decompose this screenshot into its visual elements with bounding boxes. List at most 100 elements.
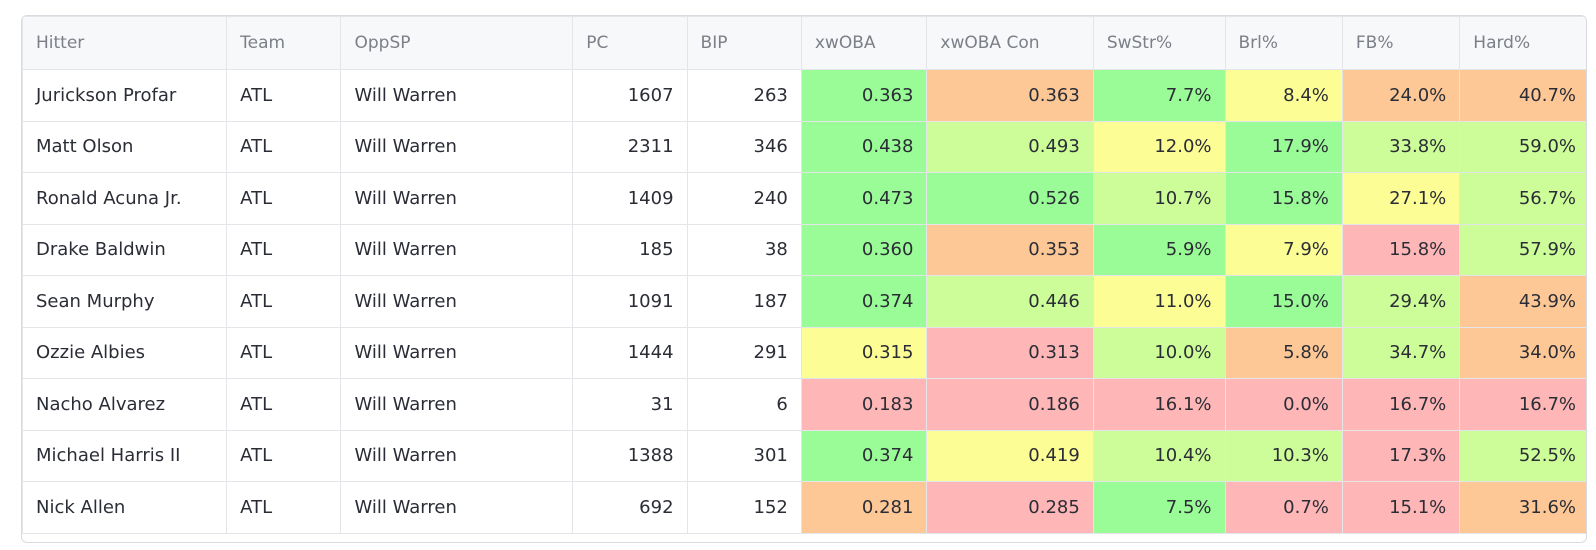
cell-xwoba: 0.374 (800, 275, 928, 328)
cell-oppsp: Will Warren (340, 481, 574, 534)
cell-hard: 16.7% (1459, 378, 1586, 431)
cell-pc: 2311 (572, 120, 688, 173)
cell-brl: 10.3% (1224, 429, 1343, 482)
cell-swstr: 12.0% (1092, 120, 1226, 173)
cell-team: ATL (226, 275, 342, 328)
cell-team: ATL (226, 378, 342, 431)
table-row: Ronald Acuna Jr. ATL Will Warren 1409 24… (22, 172, 1586, 225)
col-header-bip[interactable]: BIP (686, 16, 802, 70)
cell-hitter: Drake Baldwin (22, 223, 228, 276)
cell-fb: 24.0% (1341, 69, 1461, 122)
cell-hitter: Nick Allen (22, 481, 228, 534)
cell-oppsp: Will Warren (340, 429, 574, 482)
cell-xwoba-con: 0.419 (926, 429, 1094, 482)
table-row: Matt Olson ATL Will Warren 2311 346 0.43… (22, 120, 1586, 173)
col-header-swstr[interactable]: SwStr% (1092, 16, 1226, 70)
cell-hitter: Jurickson Profar (22, 69, 228, 122)
col-header-fb[interactable]: FB% (1341, 16, 1461, 70)
table-row: Nacho Alvarez ATL Will Warren 31 6 0.183… (22, 378, 1586, 431)
cell-bip: 38 (686, 223, 802, 276)
cell-xwoba-con: 0.285 (926, 481, 1094, 534)
cell-brl: 15.8% (1224, 172, 1343, 225)
cell-team: ATL (226, 326, 342, 379)
cell-pc: 692 (572, 481, 688, 534)
cell-xwoba: 0.374 (800, 429, 928, 482)
cell-xwoba: 0.315 (800, 326, 928, 379)
cell-xwoba: 0.281 (800, 481, 928, 534)
cell-bip: 6 (686, 378, 802, 431)
cell-xwoba-con: 0.363 (926, 69, 1094, 122)
table-row: Drake Baldwin ATL Will Warren 185 38 0.3… (22, 223, 1586, 276)
col-header-oppsp[interactable]: OppSP (340, 16, 574, 70)
cell-xwoba-con: 0.446 (926, 275, 1094, 328)
cell-swstr: 7.7% (1092, 69, 1226, 122)
col-header-hitter[interactable]: Hitter (22, 16, 228, 70)
cell-fb: 27.1% (1341, 172, 1461, 225)
cell-hard: 31.6% (1459, 481, 1586, 534)
cell-swstr: 10.0% (1092, 326, 1226, 379)
cell-bip: 263 (686, 69, 802, 122)
cell-hard: 59.0% (1459, 120, 1586, 173)
cell-hard: 40.7% (1459, 69, 1586, 122)
cell-xwoba: 0.473 (800, 172, 928, 225)
cell-xwoba-con: 0.353 (926, 223, 1094, 276)
col-header-hard[interactable]: Hard% (1459, 16, 1586, 70)
cell-team: ATL (226, 69, 342, 122)
cell-swstr: 7.5% (1092, 481, 1226, 534)
cell-brl: 7.9% (1224, 223, 1343, 276)
cell-team: ATL (226, 223, 342, 276)
cell-team: ATL (226, 120, 342, 173)
cell-brl: 8.4% (1224, 69, 1343, 122)
cell-oppsp: Will Warren (340, 223, 574, 276)
cell-hitter: Sean Murphy (22, 275, 228, 328)
cell-xwoba: 0.183 (800, 378, 928, 431)
cell-xwoba-con: 0.526 (926, 172, 1094, 225)
table-row: Ozzie Albies ATL Will Warren 1444 291 0.… (22, 326, 1586, 379)
cell-oppsp: Will Warren (340, 69, 574, 122)
cell-hard: 56.7% (1459, 172, 1586, 225)
cell-brl: 15.0% (1224, 275, 1343, 328)
cell-brl: 0.0% (1224, 378, 1343, 431)
cell-team: ATL (226, 172, 342, 225)
cell-fb: 15.1% (1341, 481, 1461, 534)
cell-bip: 291 (686, 326, 802, 379)
cell-xwoba: 0.360 (800, 223, 928, 276)
col-header-brl[interactable]: Brl% (1224, 16, 1343, 70)
cell-pc: 31 (572, 378, 688, 431)
cell-xwoba-con: 0.493 (926, 120, 1094, 173)
cell-hitter: Matt Olson (22, 120, 228, 173)
cell-swstr: 10.4% (1092, 429, 1226, 482)
cell-hitter: Ozzie Albies (22, 326, 228, 379)
cell-oppsp: Will Warren (340, 326, 574, 379)
hitter-stats-table: Hitter Team OppSP PC BIP xwOBA xwOBA Con… (22, 16, 1586, 534)
cell-team: ATL (226, 429, 342, 482)
cell-brl: 5.8% (1224, 326, 1343, 379)
cell-bip: 240 (686, 172, 802, 225)
header-row: Hitter Team OppSP PC BIP xwOBA xwOBA Con… (22, 16, 1586, 70)
cell-xwoba: 0.438 (800, 120, 928, 173)
col-header-xwoba-con[interactable]: xwOBA Con (926, 16, 1094, 70)
col-header-xwoba[interactable]: xwOBA (800, 16, 928, 70)
cell-bip: 301 (686, 429, 802, 482)
col-header-pc[interactable]: PC (572, 16, 688, 70)
cell-oppsp: Will Warren (340, 120, 574, 173)
cell-swstr: 10.7% (1092, 172, 1226, 225)
cell-pc: 1091 (572, 275, 688, 328)
cell-brl: 17.9% (1224, 120, 1343, 173)
cell-xwoba-con: 0.186 (926, 378, 1094, 431)
cell-bip: 187 (686, 275, 802, 328)
cell-xwoba: 0.363 (800, 69, 928, 122)
cell-oppsp: Will Warren (340, 275, 574, 328)
table-row: Sean Murphy ATL Will Warren 1091 187 0.3… (22, 275, 1586, 328)
cell-hitter: Nacho Alvarez (22, 378, 228, 431)
table-row: Nick Allen ATL Will Warren 692 152 0.281… (22, 481, 1586, 534)
cell-fb: 29.4% (1341, 275, 1461, 328)
cell-pc: 1409 (572, 172, 688, 225)
col-header-team[interactable]: Team (226, 16, 342, 70)
cell-pc: 1607 (572, 69, 688, 122)
cell-pc: 1444 (572, 326, 688, 379)
cell-hard: 34.0% (1459, 326, 1586, 379)
table-row: Jurickson Profar ATL Will Warren 1607 26… (22, 69, 1586, 122)
cell-pc: 185 (572, 223, 688, 276)
cell-bip: 346 (686, 120, 802, 173)
